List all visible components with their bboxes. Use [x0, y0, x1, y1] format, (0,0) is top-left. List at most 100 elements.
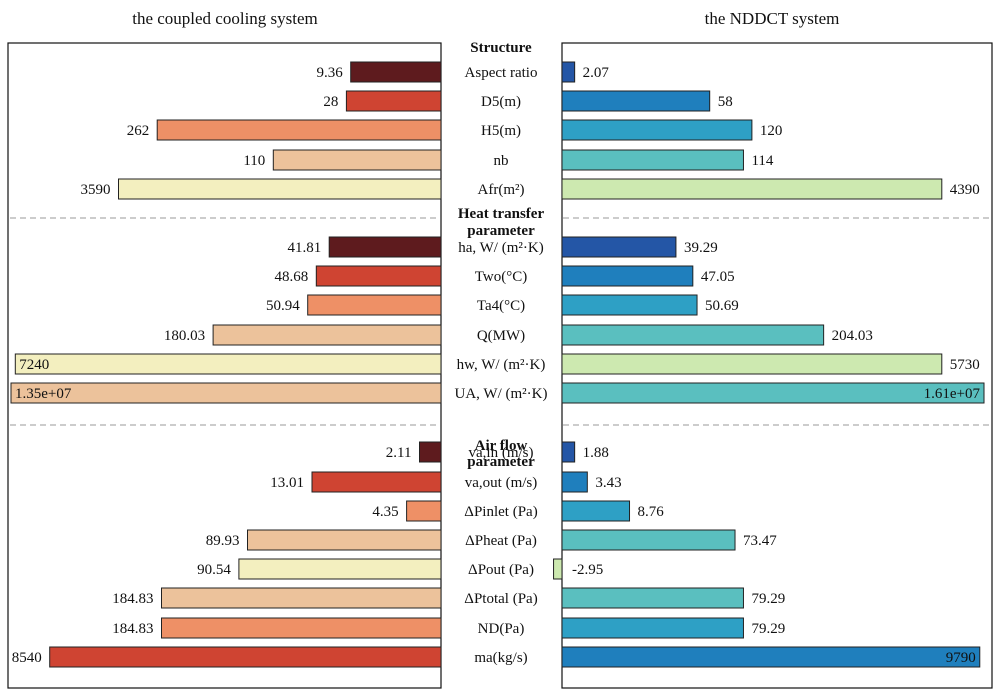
- left-bar: [350, 61, 442, 83]
- right-bar: [561, 471, 588, 493]
- left-bar: [156, 119, 442, 141]
- left-value-label: 184.83: [112, 591, 153, 607]
- right-bar: [561, 587, 744, 609]
- left-bar: [345, 90, 442, 112]
- category-label: hw, W/ (m²·K): [457, 357, 546, 373]
- category-label: nb: [494, 153, 509, 169]
- category-label: ΔPout (Pa): [468, 562, 534, 578]
- right-value-label: 4390: [950, 182, 980, 198]
- left-bar: [311, 471, 442, 493]
- right-value-label: 79.29: [751, 591, 785, 607]
- left-bar: [419, 441, 442, 463]
- left-value-label: 262: [127, 123, 150, 139]
- left-bar: [328, 236, 442, 258]
- category-label: UA, W/ (m²·K): [455, 386, 548, 402]
- left-bar: [247, 529, 442, 551]
- left-bar: [118, 178, 442, 200]
- category-label: ΔPinlet (Pa): [464, 504, 537, 520]
- right-value-label: 79.29: [751, 621, 785, 637]
- left-bar: [307, 294, 442, 316]
- category-label: va,out (m/s): [465, 475, 538, 491]
- right-bar: [561, 529, 736, 551]
- category-label: Afr(m²): [478, 182, 525, 198]
- right-bar: [561, 441, 576, 463]
- right-bar: [553, 558, 563, 580]
- category-label: ΔPtotal (Pa): [464, 591, 537, 607]
- left-value-label: 28: [323, 94, 338, 110]
- left-value-label: 7240: [19, 357, 49, 373]
- right-bar: [561, 646, 981, 668]
- right-value-label: 2.07: [583, 65, 610, 81]
- category-label: ma(kg/s): [474, 650, 527, 666]
- section-title: parameter: [467, 454, 535, 470]
- left-bar: [272, 149, 442, 171]
- right-value-label: 1.88: [583, 445, 609, 461]
- left-value-label: 13.01: [270, 475, 304, 491]
- category-label: Ta4(°C): [477, 298, 525, 314]
- right-bar: [561, 294, 698, 316]
- left-value-label: 41.81: [287, 240, 321, 256]
- section-title: Structure: [470, 40, 532, 56]
- right-bar: [561, 90, 711, 112]
- left-value-label: 1.35e+07: [15, 386, 72, 402]
- category-label: Two(°C): [475, 269, 527, 285]
- left-value-label: 90.54: [197, 562, 231, 578]
- left-bar: [49, 646, 442, 668]
- left-value-label: 48.68: [275, 269, 309, 285]
- right-value-label: 5730: [950, 357, 980, 373]
- right-bar: [561, 178, 943, 200]
- category-label: Q(MW): [477, 328, 525, 344]
- right-value-label: 39.29: [684, 240, 718, 256]
- left-value-label: 3590: [81, 182, 111, 198]
- left-bar: [315, 265, 442, 287]
- right-value-label: 1.61e+07: [924, 386, 981, 402]
- right-value-label: 50.69: [705, 298, 739, 314]
- category-label: ha, W/ (m²·K): [458, 240, 543, 256]
- left-bar: [10, 382, 442, 404]
- right-bar: [561, 265, 694, 287]
- right-bar: [561, 61, 576, 83]
- left-bar: [238, 558, 442, 580]
- left-value-label: 4.35: [372, 504, 398, 520]
- category-label: ΔPheat (Pa): [465, 533, 537, 549]
- category-label: Aspect ratio: [465, 65, 538, 81]
- right-value-label: 114: [751, 153, 773, 169]
- right-bar: [561, 617, 744, 639]
- left-bar: [212, 324, 442, 346]
- section-title: Heat transfer: [458, 206, 545, 222]
- right-bar: [561, 236, 677, 258]
- right-bar: [561, 119, 753, 141]
- left-panel-title: the coupled cooling system: [132, 9, 318, 28]
- right-value-label: 3.43: [595, 475, 621, 491]
- right-value-label: 73.47: [743, 533, 777, 549]
- left-bar: [406, 500, 442, 522]
- left-value-label: 180.03: [164, 328, 205, 344]
- left-value-label: 110: [243, 153, 265, 169]
- left-value-label: 184.83: [112, 621, 153, 637]
- category-label: D5(m): [481, 94, 521, 110]
- category-label: ND(Pa): [478, 621, 525, 637]
- right-value-label: 47.05: [701, 269, 735, 285]
- category-label: H5(m): [481, 123, 521, 139]
- right-value-label: -2.95: [572, 562, 603, 578]
- right-value-label: 120: [760, 123, 783, 139]
- category-label: va,in (m/s): [469, 445, 534, 461]
- section-title: parameter: [467, 223, 535, 239]
- right-value-label: 58: [718, 94, 733, 110]
- right-bar: [561, 324, 825, 346]
- left-value-label: 89.93: [206, 533, 240, 549]
- section-title: Air flow: [475, 438, 528, 454]
- right-value-label: 204.03: [832, 328, 873, 344]
- right-bar: [561, 149, 744, 171]
- left-bar: [14, 353, 442, 375]
- right-panel-title: the NDDCT system: [705, 9, 840, 28]
- right-bar: [561, 382, 985, 404]
- right-bar: [561, 353, 943, 375]
- left-bar: [161, 587, 442, 609]
- left-bar: [161, 617, 442, 639]
- left-value-label: 8540: [12, 650, 42, 666]
- right-value-label: 9790: [946, 650, 976, 666]
- left-value-label: 2.11: [386, 445, 412, 461]
- left-value-label: 9.36: [316, 65, 343, 81]
